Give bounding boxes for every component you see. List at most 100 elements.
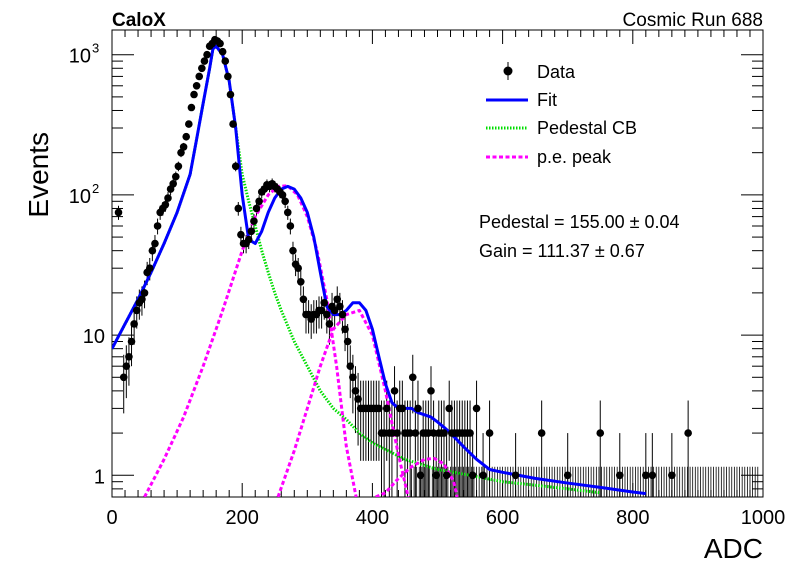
data-point [130, 320, 138, 328]
data-point [195, 72, 204, 81]
data-point [299, 295, 308, 304]
data-point [174, 162, 183, 171]
data-point [380, 429, 388, 437]
data-point [200, 57, 209, 65]
x-tick-label: 1000 [741, 507, 786, 529]
header-right: Cosmic Run 688 [623, 10, 763, 31]
data-point [563, 471, 572, 480]
legend-label-pedestal: Pedestal CB [537, 118, 637, 138]
header-left: CaloX [112, 10, 166, 31]
y-tick-label-exponent: 3 [92, 41, 99, 56]
fit-curve-0 [112, 44, 647, 496]
data-point [511, 471, 520, 480]
data-point [224, 72, 232, 81]
data-point [596, 429, 605, 437]
legend-marker-data [503, 66, 513, 76]
data-point [472, 404, 481, 413]
data-point [485, 429, 494, 437]
data-point [247, 227, 256, 236]
data-point [468, 471, 477, 480]
legend-label-pe-peak: p.e. peak [537, 147, 612, 167]
data-point [296, 277, 305, 286]
data-point [171, 172, 180, 181]
data-point [323, 310, 331, 319]
x-tick-label: 200 [226, 507, 259, 529]
data-points [114, 35, 692, 480]
data-point [466, 429, 474, 437]
legend-label-data: Data [537, 62, 576, 82]
data-point [642, 471, 650, 480]
data-point [427, 387, 435, 395]
legend-entry-pedestal: Pedestal CB [486, 118, 637, 138]
data-point [122, 362, 131, 370]
data-point [140, 289, 149, 297]
data-point [182, 132, 191, 141]
x-tick-label: 400 [356, 507, 389, 529]
data-point [648, 471, 657, 480]
data-point [398, 404, 407, 413]
data-point [203, 50, 211, 59]
x-tick-label: 600 [486, 507, 519, 529]
data-point [119, 373, 128, 382]
data-point [114, 208, 123, 217]
data-point [388, 429, 396, 437]
data-point [440, 429, 448, 437]
pe-peak-curve-1 [276, 308, 410, 497]
y-tick-label: 10 3 [69, 41, 99, 68]
axis-ticks [111, 30, 764, 498]
legend-entry-fit: Fit [486, 90, 557, 110]
data-point [185, 120, 193, 128]
data-point [255, 197, 263, 206]
data-point [179, 143, 188, 151]
y-tick-label-exponent: 2 [92, 181, 99, 196]
data-point [668, 471, 676, 480]
data-point [320, 298, 329, 307]
data-point [252, 204, 261, 213]
data-point [198, 64, 206, 73]
data-point [177, 148, 185, 157]
data-point [375, 404, 383, 413]
data-point [424, 429, 433, 437]
data-point [153, 222, 162, 230]
data-point [138, 295, 146, 304]
data-point [341, 325, 349, 334]
data-point [445, 404, 454, 413]
annotation-gain: Gain = 111.37 ± 0.67 [479, 241, 645, 261]
data-point [244, 235, 253, 244]
data-point [432, 471, 440, 480]
data-point [250, 217, 258, 225]
data-point [125, 353, 133, 361]
data-point [283, 208, 292, 217]
data-point [393, 429, 401, 437]
data-point [442, 471, 451, 480]
data-point [192, 81, 201, 90]
data-point [414, 404, 422, 413]
data-point [338, 310, 347, 319]
data-point [226, 90, 235, 99]
data-point [325, 320, 334, 328]
data-point [349, 373, 357, 382]
data-point [216, 39, 224, 48]
data-point [148, 246, 157, 255]
data-point [346, 362, 355, 370]
data-point [278, 191, 287, 199]
data-point [231, 162, 240, 171]
data-point [281, 197, 289, 206]
legend-entry-data: Data [503, 62, 576, 82]
x-tick-label: 0 [106, 507, 117, 529]
plot-frame [111, 29, 764, 498]
y-tick-label-base: 10 [69, 46, 91, 68]
data-point [190, 90, 198, 99]
data-point [234, 204, 243, 213]
data-point [615, 471, 624, 480]
data-point [333, 295, 342, 304]
legend-label-fit: Fit [537, 90, 557, 110]
y-tick-label-base: 10 [69, 186, 91, 208]
pedestal-curve-0 [112, 44, 601, 495]
y-axis-label: Events [23, 132, 54, 218]
data-point [429, 429, 438, 437]
x-tick-label: 800 [616, 507, 649, 529]
data-point [330, 306, 339, 315]
